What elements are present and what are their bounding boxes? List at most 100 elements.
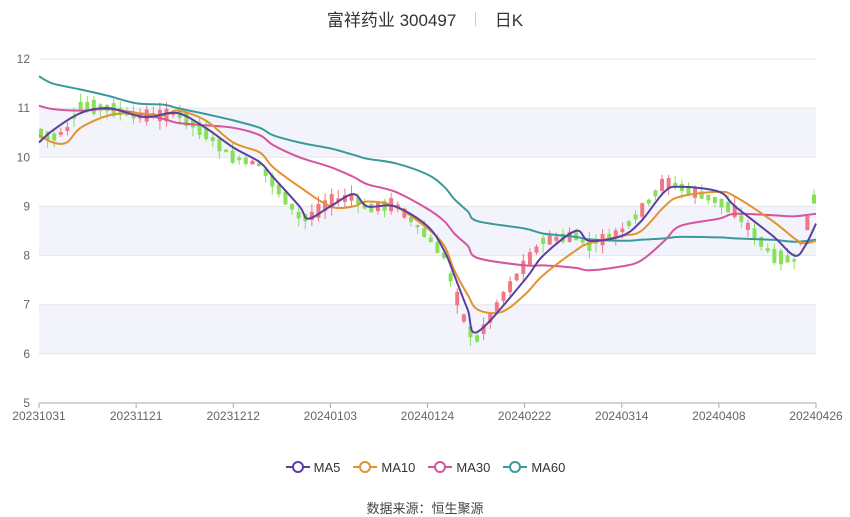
candle-body <box>732 205 737 218</box>
candle-body <box>719 198 724 208</box>
candle-body <box>508 281 513 293</box>
legend-item-ma10[interactable]: MA10 <box>352 459 415 475</box>
candle <box>329 188 334 216</box>
candle <box>633 210 638 225</box>
candle-body <box>204 127 209 140</box>
candle-body <box>455 291 460 306</box>
candle-body <box>356 197 361 204</box>
series-line-ma60 <box>38 75 817 243</box>
candle-body <box>263 168 268 176</box>
candle-body <box>759 237 764 247</box>
legend-item-ma60[interactable]: MA60 <box>502 459 565 475</box>
candle-body <box>408 217 413 223</box>
data-source: 数据来源：恒生聚源 <box>366 501 484 516</box>
candle <box>349 185 354 208</box>
candle-body <box>699 191 704 199</box>
y-tick-label: 8 <box>23 249 30 263</box>
candle-body <box>792 259 797 262</box>
candle-body <box>65 127 70 132</box>
candle <box>812 189 816 205</box>
candle <box>673 175 678 191</box>
candle-body <box>494 302 499 312</box>
candle-body <box>712 197 717 203</box>
candle <box>58 127 63 137</box>
grid-lines <box>39 58 816 404</box>
candle-body <box>693 187 698 198</box>
candle-body <box>587 240 592 251</box>
candle-body <box>448 273 453 282</box>
candle <box>501 290 506 305</box>
candle-body <box>805 215 810 231</box>
legend-item-ma5[interactable]: MA5 <box>285 459 341 475</box>
legend-marker-icon <box>428 461 453 474</box>
moving-average-lines <box>38 75 817 334</box>
candle <box>204 119 209 142</box>
candle-body <box>415 224 420 228</box>
legend: MA5 MA10 MA30 MA60 <box>0 458 850 475</box>
candle-body <box>362 204 367 209</box>
x-tick-label: 20240426 <box>789 409 843 423</box>
candle-body <box>270 175 275 187</box>
legend-marker-icon <box>503 461 528 474</box>
candle-body <box>765 248 770 252</box>
candle-body <box>336 198 341 202</box>
candle <box>541 234 546 253</box>
candle <box>593 234 598 253</box>
candle <box>712 196 717 208</box>
candle <box>415 224 420 234</box>
legend-item-ma30[interactable]: MA30 <box>427 459 490 475</box>
candle-body <box>39 128 43 138</box>
candle <box>772 243 777 266</box>
candle <box>481 317 486 341</box>
candle-body <box>91 99 96 114</box>
candle <box>263 168 268 183</box>
candle <box>580 238 585 246</box>
candle <box>646 198 651 207</box>
candle <box>778 248 783 271</box>
candle-body <box>243 157 248 164</box>
candle <box>78 93 83 112</box>
candle-body <box>660 178 665 191</box>
legend-label: MA10 <box>381 459 416 475</box>
y-axis: 5 6 7 8 9 10 11 12 <box>17 52 31 410</box>
candle-body <box>85 101 90 111</box>
legend-label: MA5 <box>313 459 341 475</box>
candle-body <box>593 241 598 244</box>
x-tick-label: 20231212 <box>207 409 261 423</box>
candle-body <box>547 235 552 245</box>
candle-body <box>613 230 618 237</box>
candle-body <box>666 178 671 189</box>
candle <box>666 174 671 195</box>
candle-body <box>283 191 288 205</box>
x-tick-label: 20240124 <box>401 409 455 423</box>
candle-body <box>296 211 301 219</box>
candle-body <box>772 248 777 263</box>
y-tick-label: 11 <box>18 101 31 115</box>
candle-body <box>323 200 328 211</box>
x-tick-label: 20240408 <box>692 409 746 423</box>
candle-body <box>745 222 750 230</box>
candle-body <box>620 228 625 233</box>
title-separator <box>475 11 477 26</box>
candle-body <box>435 242 440 254</box>
candle-body <box>501 291 506 301</box>
candle-body <box>739 215 744 223</box>
candle-body <box>514 273 519 281</box>
candle <box>237 155 242 165</box>
y-tick-label: 12 <box>17 52 31 66</box>
candle-body <box>580 239 585 243</box>
candle-body <box>442 252 447 258</box>
candle-body <box>521 260 526 274</box>
candle <box>765 243 770 254</box>
candle-body <box>257 162 262 166</box>
candle-body <box>171 112 176 116</box>
candle <box>217 136 222 159</box>
candle-body <box>534 246 539 253</box>
plot-area: 5 6 7 8 9 10 11 12 20231031 20231121 20231212 2024… <box>12 52 843 423</box>
candle-body <box>461 314 466 322</box>
candle <box>521 254 526 283</box>
chart-period-label[interactable]: 日K <box>494 11 524 30</box>
x-tick-label: 20240103 <box>304 409 358 423</box>
candle <box>461 313 466 324</box>
